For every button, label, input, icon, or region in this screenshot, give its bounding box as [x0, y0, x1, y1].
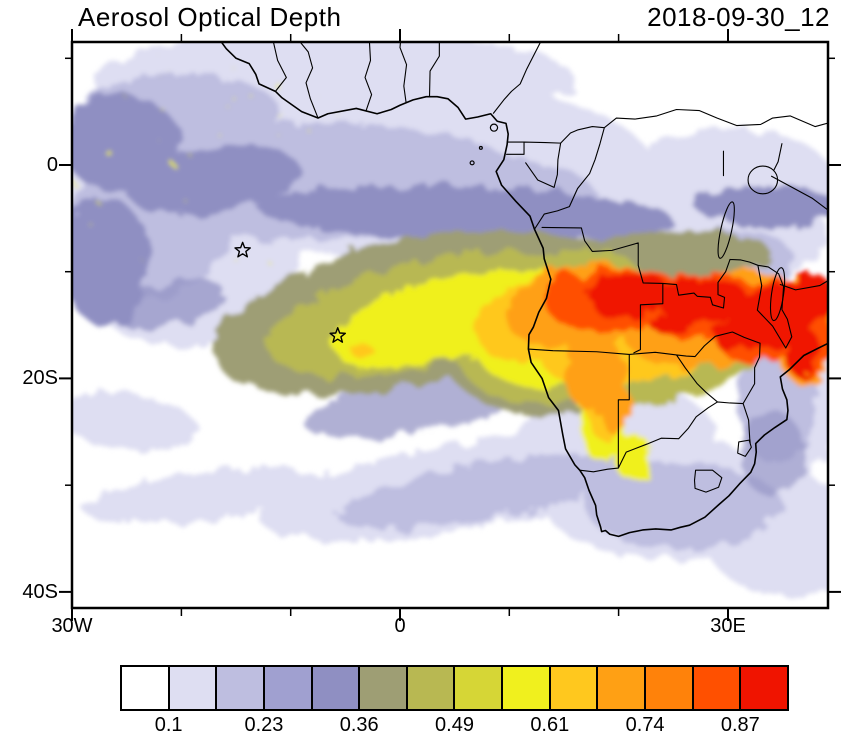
map-frame	[70, 40, 830, 610]
colorbar-step-10	[550, 667, 599, 709]
aod-field	[72, 42, 828, 598]
africa-coastline	[221, 41, 831, 536]
y-axis-tick-label-0: 0	[46, 154, 58, 176]
colorbar-step-2	[169, 667, 218, 709]
colorbar-step-6	[360, 667, 408, 709]
colorbar-tick-label: 0.74	[625, 714, 665, 736]
colorbar-step-9	[503, 667, 551, 709]
aod-speckles	[72, 58, 367, 288]
colorbar-step-12	[646, 667, 694, 709]
colorbar	[120, 665, 789, 711]
colorbar-step-7	[407, 667, 456, 709]
x-axis-tick-label-30e: 30E	[710, 615, 746, 637]
x-axis-tick-label-30w: 30W	[51, 615, 93, 637]
valid-time-label: 2018-09-30_12	[647, 2, 830, 32]
colorbar-step-1	[122, 667, 170, 709]
colorbar-step-3	[217, 667, 265, 709]
y-axis-tick-label-20s: 20S	[22, 367, 58, 389]
colorbar-tick-label: 0.61	[530, 714, 570, 736]
page-title: Aerosol Optical Depth	[78, 2, 342, 32]
colorbar-tick-label: 0.87	[720, 714, 760, 736]
map-canvas	[72, 41, 831, 608]
colorbar-tick-label: 0.23	[244, 714, 284, 736]
colorbar-tick-label: 0.49	[435, 714, 474, 736]
colorbar-step-11	[598, 667, 647, 709]
colorbar-step-5	[312, 667, 361, 709]
colorbar-step-8	[455, 667, 504, 709]
y-axis-tick-label-40s: 40S	[22, 581, 58, 603]
islands	[470, 124, 497, 165]
colorbar-tick-label: 0.1	[154, 714, 183, 736]
colorbar-step-13	[693, 667, 742, 709]
x-axis-tick-label-0: 0	[394, 615, 406, 637]
colorbar-step-14	[741, 667, 787, 709]
colorbar-step-4	[264, 667, 313, 709]
station-marker-star	[234, 241, 251, 258]
station-marker-star	[329, 327, 347, 343]
country-borders	[273, 41, 830, 492]
axis-ticks	[59, 29, 841, 621]
colorbar-tick-label: 0.36	[339, 714, 379, 736]
